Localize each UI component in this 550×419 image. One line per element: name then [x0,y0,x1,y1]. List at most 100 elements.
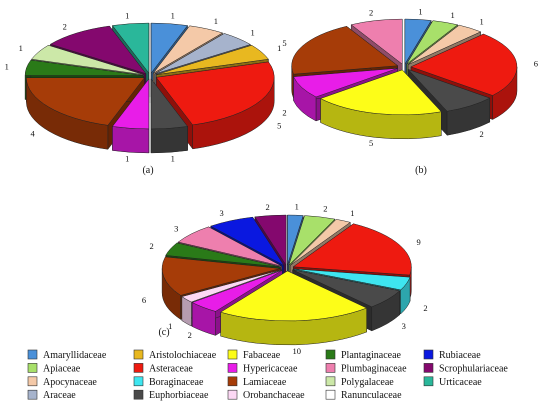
slice-value-label: 1 [168,321,172,331]
slice-plantaginaceae [165,242,281,268]
legend-item-polygalaceae: Polygalaceae [325,376,394,388]
slice-value-label: 1 [5,61,9,71]
legend-item-urticaceae: Urticaceae [423,376,482,388]
legend-label: Orobanchaceae [243,390,305,401]
slice-value-label: 2 [266,202,270,212]
slice-value-label: 2 [480,129,484,139]
slice-value-label: 2 [423,303,427,313]
slice-fabaceae [319,69,442,116]
legend-item-plantaginaceae: Plantaginaceae [325,349,402,361]
legend-item-ranunculaceae: Ranunculaceae [325,389,402,401]
legend-label: Apiaceae [43,363,81,374]
slice-value-label: 1 [125,153,129,163]
legend-label: Boraginaceae [149,377,204,388]
slice-urticaceae [111,22,150,74]
slice-lamiaceae [161,256,281,296]
slice-boraginaceae [293,268,411,291]
slice-value-label: 1 [19,43,23,53]
legend-label: Plumbaginaceae [341,363,407,374]
slice-value-label: 2 [323,204,327,214]
slice-lamiaceae [26,77,145,126]
legend-label: Ranunculaceae [341,390,402,401]
slice-value-label: 5 [282,38,286,48]
slice-hypericaceae [111,78,150,130]
slice-value-label: 1 [277,43,281,53]
legend-swatch [227,376,238,387]
slice-value-label: 1 [295,202,299,212]
slice-value-label: 2 [63,21,67,31]
legend-item-araceae: Araceae [27,389,76,401]
slice-value-label: 1 [350,208,354,218]
pie-chart-2: 1 2 1 9 2 3 10 2 1 6 2 3 3 2 (c) [142,202,428,356]
slice-side-hypericaceae [112,126,150,154]
slice-plumbaginaceae [177,226,282,267]
slice-value-label: 1 [250,28,254,38]
slice-scrophulariaceae [254,214,287,266]
slice-value-label: 9 [416,237,420,247]
legend-label: Fabaceae [243,350,281,361]
legend-label: Urticaceae [439,377,482,388]
legend-swatch [27,363,38,373]
slice-value-label: 6 [142,295,146,305]
chart-title: (c) [158,327,169,338]
legend-swatch [423,349,434,360]
legend-label: Scrophulariaceae [439,363,508,374]
legend-item-plumbaginaceae: Plumbaginaceae [325,363,407,374]
legend: Amaryllidaceae Aristolochiaceae Fabaceae Pl… [27,349,508,401]
slice-plantaginaceae [24,59,144,76]
legend-label: Amaryllidaceae [43,350,107,361]
slice-value-label: 5 [369,138,373,148]
legend-swatch [423,363,434,373]
legend-swatch [325,389,336,400]
slice-scrophulariaceae [49,25,147,75]
slice-lamiaceae [291,26,399,75]
slice-value-label: 1 [171,10,175,20]
legend-label: Araceae [43,390,76,401]
slice-hypericaceae [293,68,398,98]
slice-hypericaceae [191,269,283,312]
slice-amaryllidaceae [287,214,304,266]
slice-side-euphorbiaceae [150,126,188,154]
pie-chart-1: 1 1 1 6 2 5 2 5 2 (b) [282,6,538,176]
slice-value-label: 10 [292,346,301,356]
slice-asteraceae [410,33,518,96]
slice-orobanchaceae [181,269,282,303]
legend-item-boraginaceae: Boraginaceae [133,376,204,388]
slice-araceae [154,33,252,75]
slice-euphorbiaceae [407,69,491,112]
slice-value-label: 6 [534,58,538,68]
legend-swatch [27,349,38,360]
legend-swatch [133,363,144,373]
legend-swatch [423,376,434,387]
legend-label: Rubiaceae [439,350,481,361]
slice-value-label: 3 [174,223,178,233]
legend-swatch [27,389,38,400]
slice-value-label: 2 [369,8,373,18]
legend-label: Euphorbiaceae [149,390,209,401]
legend-item-lamiaceae: Lamiaceae [227,376,287,388]
legend-label: Polygalaceae [341,377,394,388]
slice-apiaceae [406,20,459,65]
legend-label: Hypericaceae [243,363,298,374]
slice-amaryllidaceae [404,18,432,65]
legend-swatch [325,349,336,360]
slice-value-label: 1 [418,6,422,16]
slice-value-label: 3 [402,321,406,331]
slice-value-label: 1 [450,10,454,20]
legend-swatch [227,349,238,360]
legend-swatch [133,376,144,387]
slice-apocynaceae [289,219,351,266]
legend-swatch [133,389,144,400]
legend-swatch [133,349,144,360]
slice-value-label: 1 [125,10,129,20]
legend-swatch [325,363,336,373]
slice-polygalaceae [31,44,144,75]
legend-item-apiaceae: Apiaceae [27,363,81,374]
slice-apiaceae [288,215,336,266]
slice-fabaceae [220,270,368,322]
legend-swatch [325,376,336,387]
slice-apocynaceae [152,25,224,74]
